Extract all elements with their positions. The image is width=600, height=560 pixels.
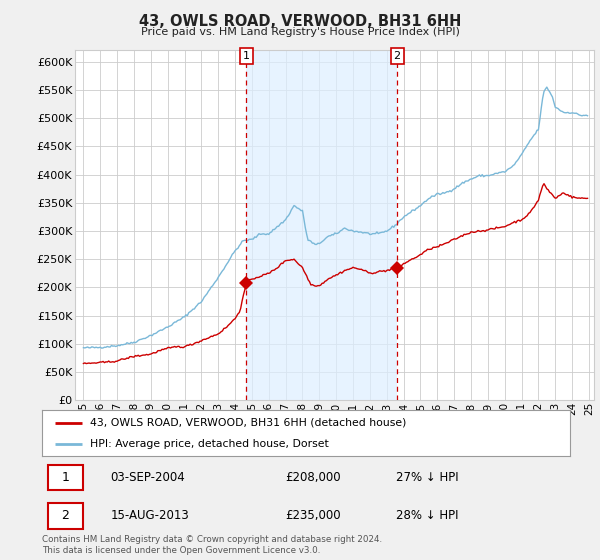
- Text: 1: 1: [243, 51, 250, 61]
- Text: 2: 2: [61, 509, 69, 522]
- Text: Contains HM Land Registry data © Crown copyright and database right 2024.
This d: Contains HM Land Registry data © Crown c…: [42, 535, 382, 555]
- Text: 43, OWLS ROAD, VERWOOD, BH31 6HH (detached house): 43, OWLS ROAD, VERWOOD, BH31 6HH (detach…: [89, 418, 406, 428]
- Text: 28% ↓ HPI: 28% ↓ HPI: [396, 509, 458, 522]
- Text: 43, OWLS ROAD, VERWOOD, BH31 6HH: 43, OWLS ROAD, VERWOOD, BH31 6HH: [139, 14, 461, 29]
- Text: 1: 1: [61, 471, 69, 484]
- Text: Price paid vs. HM Land Registry's House Price Index (HPI): Price paid vs. HM Land Registry's House …: [140, 27, 460, 37]
- Text: £208,000: £208,000: [285, 471, 341, 484]
- Text: 15-AUG-2013: 15-AUG-2013: [110, 509, 190, 522]
- Text: 2: 2: [394, 51, 401, 61]
- Bar: [247, 50, 397, 400]
- Text: 27% ↓ HPI: 27% ↓ HPI: [396, 471, 458, 484]
- Text: £235,000: £235,000: [285, 509, 341, 522]
- Text: HPI: Average price, detached house, Dorset: HPI: Average price, detached house, Dors…: [89, 439, 328, 449]
- Text: 03-SEP-2004: 03-SEP-2004: [110, 471, 185, 484]
- FancyBboxPatch shape: [49, 465, 83, 491]
- FancyBboxPatch shape: [49, 503, 83, 529]
